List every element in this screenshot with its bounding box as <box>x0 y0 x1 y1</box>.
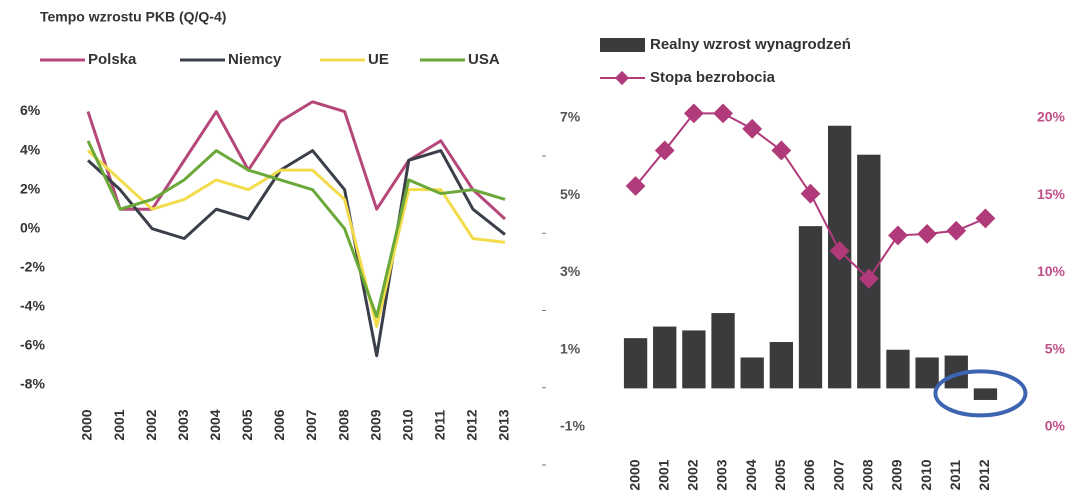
y2-tick-label: 0% <box>1045 418 1066 434</box>
x-tick-label: 2009 <box>889 459 905 490</box>
x-tick-label: 2003 <box>175 409 191 440</box>
x-tick-label: 2010 <box>918 459 934 490</box>
bar <box>711 313 735 389</box>
x-tick-label: 2004 <box>743 459 759 490</box>
point-marker <box>713 103 733 124</box>
x-tick-label: 2012 <box>976 459 992 490</box>
point-marker <box>888 225 908 246</box>
x-tick-label: 2000 <box>79 409 95 440</box>
point-marker <box>771 140 792 161</box>
y-tick-label: -4% <box>20 298 45 314</box>
point-marker <box>800 183 821 204</box>
legend-label: Realny wzrost wynagrodzeń <box>650 36 851 53</box>
x-tick-label: 2008 <box>860 459 876 490</box>
bar <box>915 357 939 389</box>
bar <box>798 226 823 389</box>
highlight-circle <box>933 369 1028 418</box>
point-marker <box>917 223 938 244</box>
point-marker <box>683 103 704 124</box>
point-marker <box>975 208 996 229</box>
x-tick-label: 2005 <box>239 409 255 440</box>
y-tick-label: 3% <box>560 263 581 279</box>
bar <box>653 326 677 389</box>
y2-tick-label: 5% <box>1045 340 1066 356</box>
point-marker <box>946 220 967 241</box>
point-marker <box>742 118 763 139</box>
x-tick-label: 2006 <box>801 459 817 490</box>
x-tick-label: 2004 <box>207 409 223 440</box>
point-marker <box>858 268 879 289</box>
legend-label: Stopa bezrobocia <box>650 69 776 86</box>
y-tick-label: 0% <box>20 219 41 235</box>
x-tick-label: 2007 <box>303 409 319 440</box>
y-tick-label: -2% <box>20 259 45 275</box>
x-tick-label: 2001 <box>111 409 127 440</box>
series-line <box>86 140 506 319</box>
x-tick-label: 2011 <box>432 410 448 441</box>
legend-label: Polska <box>88 51 137 68</box>
series-line <box>86 149 506 358</box>
y2-tick-label: 20% <box>1037 109 1066 125</box>
x-tick-label: 2002 <box>685 459 701 490</box>
y-tick-label: -6% <box>20 337 45 353</box>
x-tick-label: 2012 <box>464 409 480 440</box>
legend-label: Niemcy <box>228 51 282 68</box>
series-line <box>86 100 507 221</box>
x-tick-label: 2010 <box>399 409 415 440</box>
x-tick-label: 2006 <box>271 409 287 440</box>
x-tick-label: 2009 <box>367 409 383 440</box>
y-tick-label: 7% <box>560 109 581 125</box>
bar <box>886 349 910 389</box>
bar <box>973 388 998 400</box>
y2-tick-label: 15% <box>1037 186 1066 202</box>
y-tick-label: 6% <box>20 102 41 118</box>
y-tick-label: 1% <box>560 340 581 356</box>
bar <box>623 338 648 389</box>
y-tick-label: 5% <box>560 186 581 202</box>
x-tick-label: 2013 <box>496 409 512 440</box>
y-tick-label: 4% <box>20 141 41 157</box>
x-tick-label: 2011 <box>947 460 963 491</box>
series-line <box>86 149 506 328</box>
chart-title: Tempo wzrostu PKB (Q/Q-4) <box>40 9 226 25</box>
x-tick-label: 2008 <box>335 409 351 440</box>
x-tick-label: 2002 <box>143 409 159 440</box>
legend-marker <box>614 70 630 86</box>
legend-swatch <box>600 38 645 52</box>
x-tick-label: 2000 <box>626 459 642 490</box>
x-tick-label: 2003 <box>714 459 730 490</box>
bar <box>740 357 764 389</box>
y-tick-label: -8% <box>20 376 45 392</box>
y2-tick-label: 10% <box>1037 263 1066 279</box>
y-tick-label: 2% <box>20 180 41 196</box>
x-tick-label: 2005 <box>772 459 788 490</box>
bar <box>944 355 968 389</box>
bar <box>682 330 706 389</box>
legend-label: USA <box>468 51 500 68</box>
y-tick-label: -1% <box>560 418 585 434</box>
bar <box>769 342 794 389</box>
x-tick-label: 2007 <box>830 459 846 490</box>
x-tick-label: 2001 <box>655 459 671 490</box>
legend-label: UE <box>368 51 389 68</box>
